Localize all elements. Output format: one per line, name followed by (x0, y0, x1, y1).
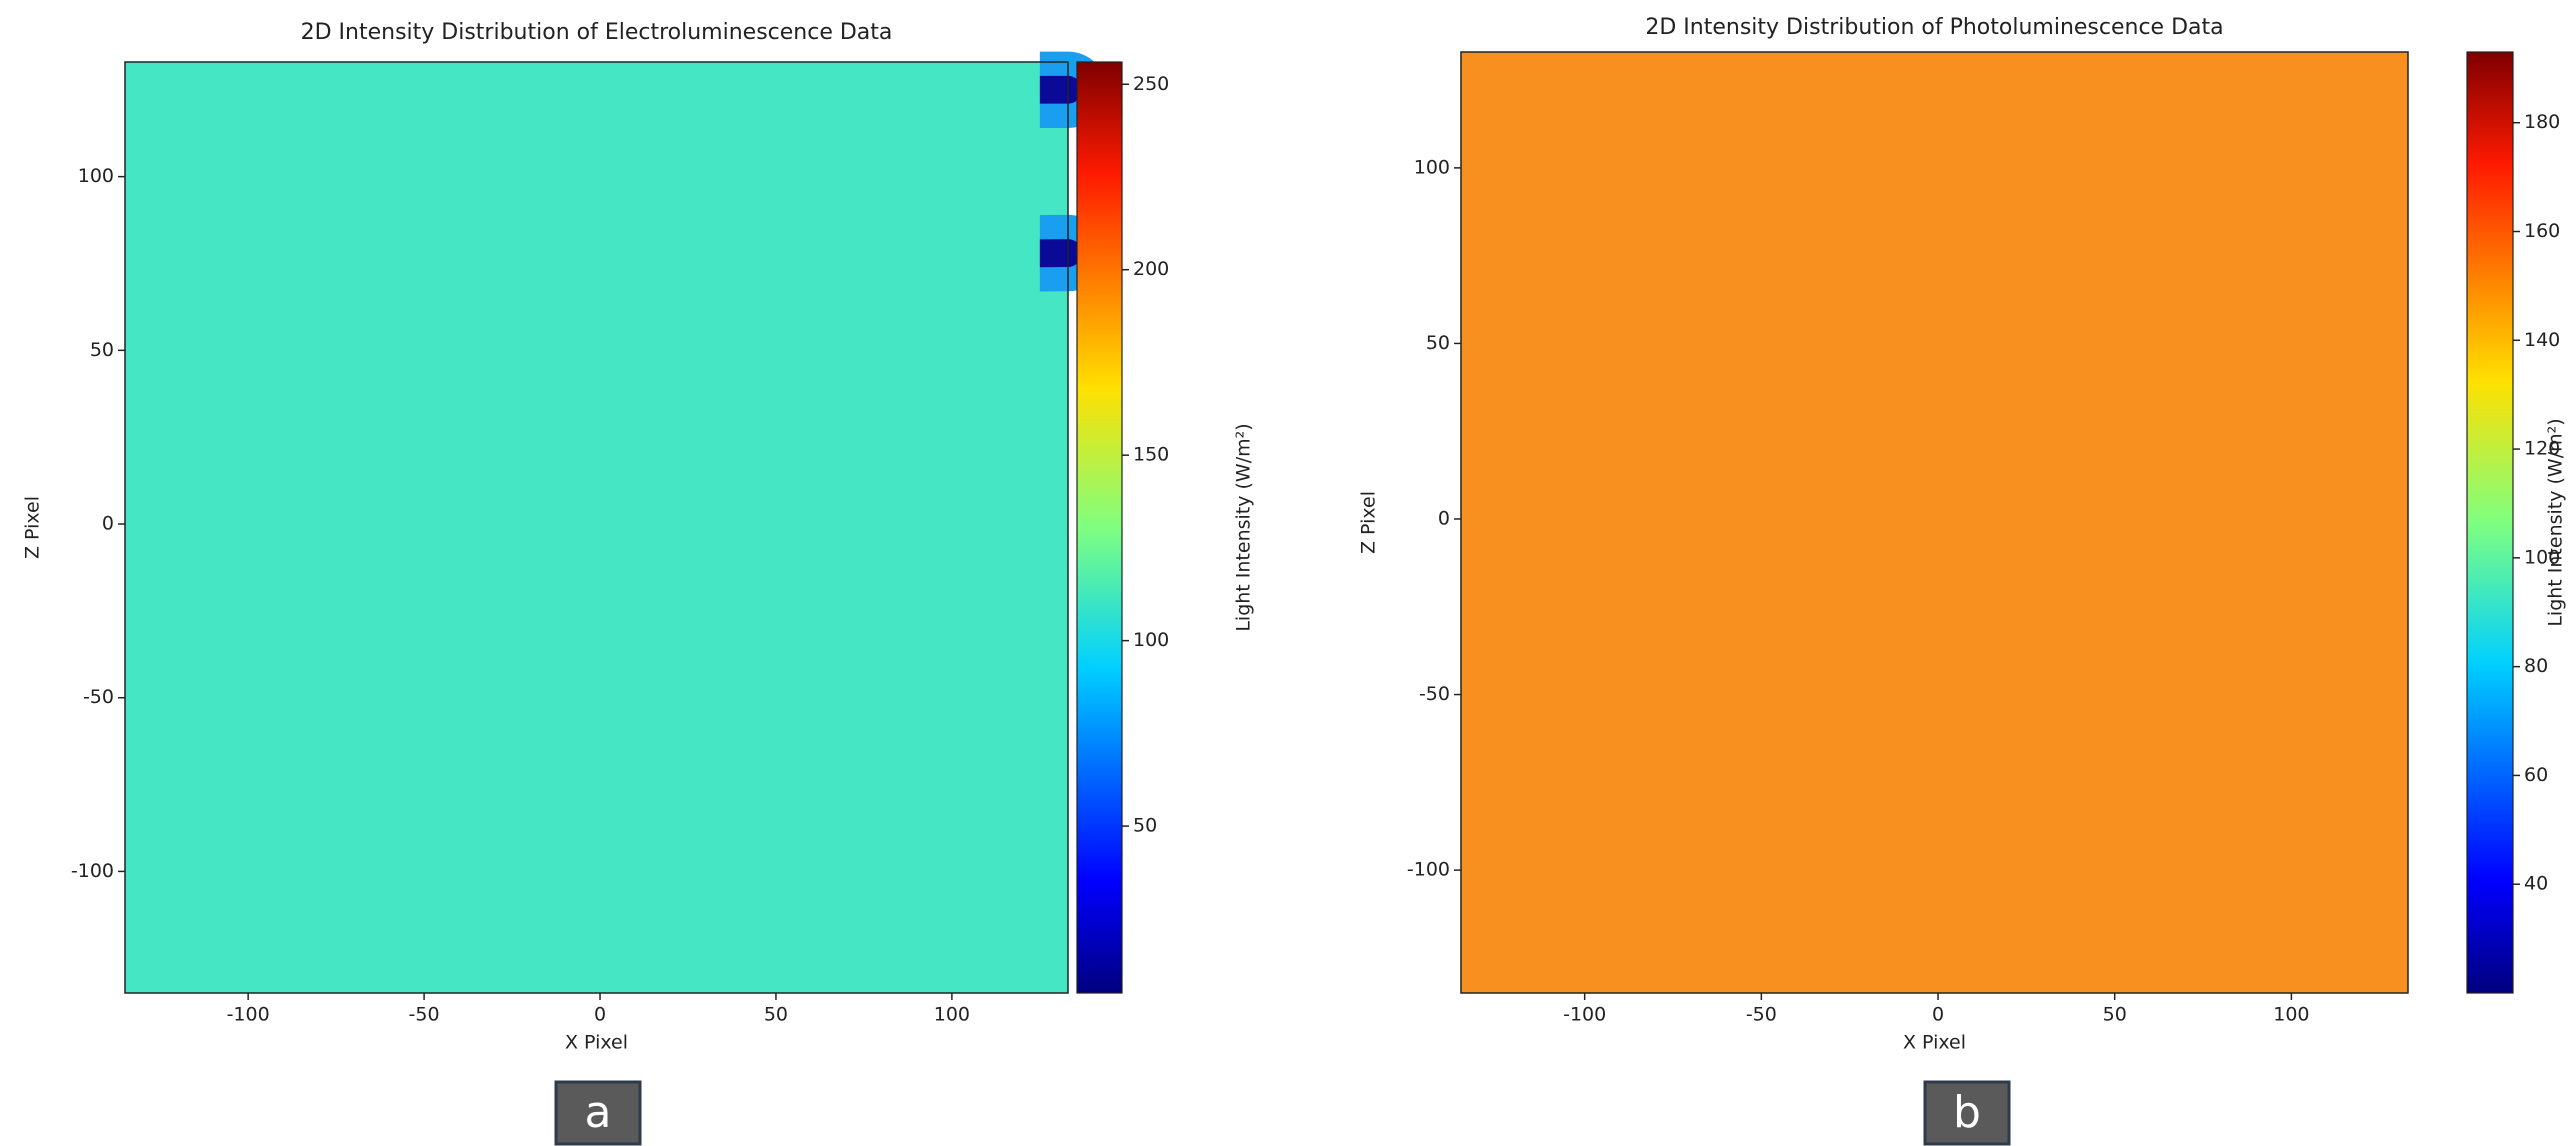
chart-title: 2D Intensity Distribution of Photolumine… (1645, 15, 2223, 40)
x-tick-label: 0 (594, 1004, 606, 1026)
y-tick-label: -50 (1419, 683, 1450, 705)
axes-frame (124, 61, 1069, 994)
x-tick-label: -50 (409, 1004, 440, 1026)
heatmap-background (1461, 52, 2408, 993)
y-tick-label: -100 (71, 860, 114, 882)
colorbar-tick-label: 40 (2524, 873, 2548, 895)
x-axis-label: X Pixel (565, 1032, 628, 1054)
y-axis-label: Z Pixel (22, 496, 44, 559)
colorbar-tick-label: 250 (1133, 73, 1169, 95)
axes-frame (1460, 51, 2409, 994)
chart-title: 2D Intensity Distribution of Electrolumi… (301, 20, 893, 45)
colorbar-tick-label: 140 (2524, 329, 2560, 351)
y-tick-label: 100 (1414, 156, 1450, 178)
y-tick-label: 50 (1426, 332, 1450, 354)
x-tick-label: -100 (227, 1004, 270, 1026)
y-tick-label: -100 (1407, 859, 1450, 881)
colorbar-tick-label: 50 (1133, 815, 1157, 837)
x-tick-label: -50 (1746, 1004, 1777, 1026)
colorbar-tick-label: 200 (1133, 258, 1169, 280)
x-tick-label: 50 (2103, 1004, 2127, 1026)
panel-label: a (585, 1087, 612, 1138)
y-tick-label: 0 (1438, 507, 1450, 529)
y-tick-label: 100 (78, 165, 114, 187)
colorbar-label: Light Intensity (W/m²) (2545, 418, 2567, 626)
x-tick-label: 100 (2273, 1004, 2309, 1026)
colorbar-tick-label: 80 (2524, 655, 2548, 677)
colorbar-tick-label: 60 (2524, 764, 2548, 786)
colorbar (2466, 51, 2514, 994)
colorbar-tick-label: 100 (2524, 546, 2560, 568)
y-tick-label: 50 (90, 339, 114, 361)
x-tick-label: 50 (764, 1004, 788, 1026)
y-tick-label: -50 (83, 686, 114, 708)
x-tick-label: 0 (1932, 1004, 1944, 1026)
colorbar-tick-label: 120 (2524, 438, 2560, 460)
colorbar (1076, 61, 1123, 994)
panel-label-box (554, 1080, 642, 1146)
colorbar-tick-label: 150 (1133, 444, 1169, 466)
colorbar-tick-label: 100 (1133, 629, 1169, 651)
x-axis-label: X Pixel (1903, 1032, 1966, 1054)
y-tick-label: 0 (102, 513, 114, 535)
panel-label-box (1923, 1080, 2011, 1146)
heatmap-background (125, 62, 1068, 993)
x-tick-label: 100 (934, 1004, 970, 1026)
colorbar-tick-label: 180 (2524, 111, 2560, 133)
x-tick-label: -100 (1563, 1004, 1606, 1026)
colorbar-tick-label: 160 (2524, 220, 2560, 242)
panel-label: b (1953, 1087, 1981, 1138)
colorbar-label: Light Intensity (W/m²) (1233, 423, 1255, 631)
y-axis-label: Z Pixel (1358, 491, 1380, 554)
